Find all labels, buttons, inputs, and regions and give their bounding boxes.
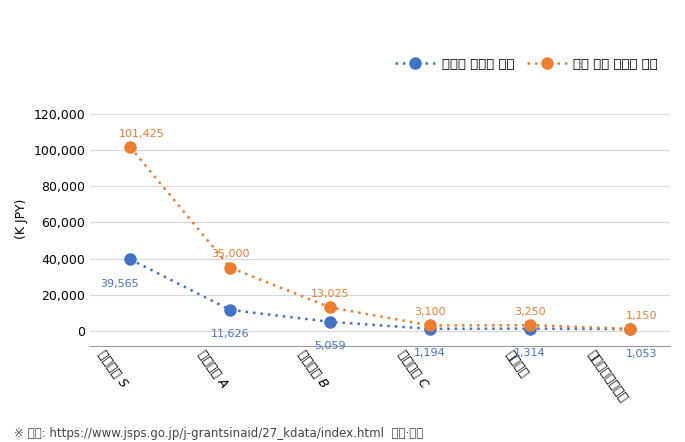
과제당 연구비 평균 bbox=[526, 326, 534, 332]
과제당 연구비 평균 bbox=[326, 319, 334, 324]
과제당 연구비 평균 bbox=[126, 257, 134, 262]
Text: 1,314: 1,314 bbox=[514, 348, 546, 358]
과제 최고 연구비 평균 bbox=[326, 305, 334, 310]
과제당 연구비 평균 bbox=[626, 327, 634, 332]
Line: 과제 최고 연구비 평균: 과제 최고 연구비 평균 bbox=[124, 141, 636, 335]
Text: 101,425: 101,425 bbox=[119, 129, 164, 139]
Text: 35,000: 35,000 bbox=[211, 249, 249, 259]
과제 최고 연구비 평균 bbox=[226, 265, 234, 270]
Text: 3,250: 3,250 bbox=[514, 307, 546, 317]
과제당 연구비 평균 bbox=[426, 326, 434, 332]
과제당 연구비 평균 bbox=[226, 307, 234, 312]
Text: 11,626: 11,626 bbox=[211, 329, 249, 339]
Text: 39,565: 39,565 bbox=[100, 279, 138, 289]
과제 최고 연구비 평균 bbox=[126, 145, 134, 150]
Text: ※ 출처: https://www.jsps.go.jp/j-grantsinaid/27_kdata/index.html  수정·보완: ※ 출처: https://www.jsps.go.jp/j-grantsina… bbox=[14, 427, 423, 440]
Text: 3,100: 3,100 bbox=[414, 307, 446, 317]
Y-axis label: (K JPY): (K JPY) bbox=[15, 198, 28, 239]
Text: 5,059: 5,059 bbox=[314, 341, 346, 351]
과제 최고 연구비 평균 bbox=[626, 326, 634, 332]
Text: 1,194: 1,194 bbox=[414, 348, 446, 358]
과제 최고 연구비 평균 bbox=[526, 323, 534, 328]
과제 최고 연구비 평균 bbox=[426, 323, 434, 328]
Text: 13,025: 13,025 bbox=[311, 289, 349, 299]
Line: 과제당 연구비 평균: 과제당 연구비 평균 bbox=[124, 253, 636, 335]
Text: 1,053: 1,053 bbox=[625, 349, 657, 358]
Text: 1,150: 1,150 bbox=[625, 311, 657, 320]
Legend: 과제당 연구비 평균, 과제 최고 연구비 평균: 과제당 연구비 평균, 과제 최고 연구비 평균 bbox=[390, 53, 663, 76]
